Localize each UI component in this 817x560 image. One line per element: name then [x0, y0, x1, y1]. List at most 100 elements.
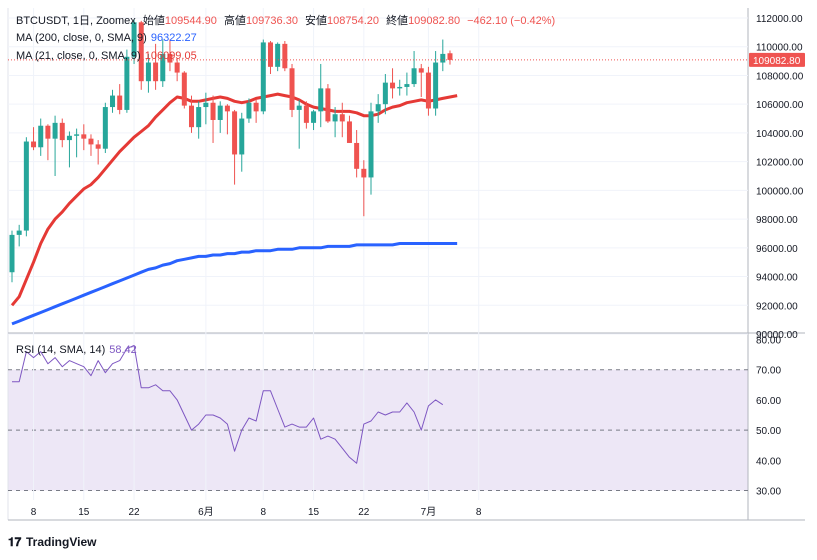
price-tick-label: 92000.00 — [756, 301, 798, 312]
candle-body-up — [102, 107, 108, 149]
time-tick-label: 7月 — [421, 506, 437, 518]
candle-body-up — [332, 114, 338, 122]
close-value: 109082.80 — [408, 15, 461, 27]
ma200-line — [11, 242, 458, 326]
candle-body-down — [267, 42, 273, 67]
ma21-label: MA (21, close, 0, SMA, 9) — [16, 50, 141, 62]
candle-body-up — [275, 43, 281, 67]
low-label: 安値 — [305, 15, 327, 27]
price-tick-label: 112000.00 — [756, 14, 803, 25]
candle-body-up — [382, 82, 388, 105]
candle-body-down — [45, 125, 51, 139]
candle-body-down — [346, 121, 352, 143]
candle-body-up — [404, 84, 410, 87]
rsi-tick-label: 40.00 — [756, 456, 781, 467]
candle-body-down — [232, 111, 238, 155]
candle-body-up — [131, 22, 137, 57]
symbol-label[interactable]: BTCUSDT, 1日, Zoomex — [16, 15, 136, 27]
candle-body-up — [66, 135, 72, 141]
candle-body-down — [153, 62, 159, 82]
candle-body-up — [124, 56, 130, 110]
candle-body-up — [23, 141, 29, 231]
candle-body-up — [239, 118, 245, 155]
open-label: 始値 — [142, 15, 165, 27]
ma21-line — [10, 92, 458, 307]
candle-body-up — [16, 230, 22, 235]
tradingview-logo-text: TradingView — [26, 535, 97, 549]
high-value: 109736.30 — [245, 15, 298, 27]
rsi-tick-label: 60.00 — [756, 396, 781, 407]
time-tick-label: 15 — [308, 507, 320, 518]
candle-body-up — [318, 88, 324, 112]
candle-body-down — [81, 134, 87, 139]
candle-body-up — [246, 102, 252, 119]
candle-body-up — [9, 234, 15, 273]
candle-body-down — [181, 72, 187, 106]
price-tick-label: 94000.00 — [756, 273, 798, 284]
price-tick-label: 98000.00 — [756, 215, 798, 226]
candle-body-down — [210, 102, 216, 120]
price-tick-label: 102000.00 — [756, 158, 804, 169]
tradingview-logo[interactable]: 𝟏𝟕 TradingView — [8, 535, 96, 550]
candle-body-down — [31, 141, 37, 148]
candle-body-up — [260, 42, 266, 112]
candle-body-up — [311, 111, 317, 123]
candle-body-down — [282, 43, 288, 69]
rsi-tick-label: 70.00 — [756, 366, 781, 377]
time-tick-label: 8 — [476, 507, 482, 518]
candle-body-up — [296, 105, 302, 110]
candle-body-up — [160, 53, 166, 82]
ma21-value: 106099.05 — [144, 50, 197, 62]
time-tick-label: 8 — [31, 507, 37, 518]
ma21-legend[interactable]: MA (21, close, 0, SMA, 9) 106099.05 — [16, 50, 201, 62]
low-value: 108754.20 — [327, 15, 379, 27]
candle-body-down — [138, 22, 144, 82]
candle-body-down — [289, 68, 295, 110]
candle-body-up — [145, 62, 151, 82]
price-tick-label: 104000.00 — [756, 129, 804, 140]
time-tick-label: 15 — [78, 507, 90, 518]
time-tick-label: 22 — [128, 507, 140, 518]
candle-body-down — [418, 68, 424, 73]
candle-body-down — [325, 88, 331, 122]
rsi-label: RSI (14, SMA, 14) — [16, 344, 106, 356]
candle-body-up — [375, 104, 381, 112]
price-tick-label: 90000.00 — [756, 330, 798, 341]
high-label: 高値 — [223, 15, 246, 27]
change-value: −462.10 (−0.42%) — [467, 15, 556, 27]
ma200-value: 96322.27 — [150, 32, 197, 44]
candle-body-up — [52, 122, 58, 139]
ma200-legend[interactable]: MA (200, close, 0, SMA, 9) 96322.27 — [16, 32, 201, 44]
candle-body-down — [117, 95, 123, 110]
candle-body-down — [447, 53, 453, 60]
candle-body-down — [390, 82, 396, 89]
candle-body-up — [368, 111, 374, 178]
candle-body-up — [196, 107, 202, 128]
candle-body-down — [95, 144, 101, 149]
rsi-tick-label: 80.00 — [756, 336, 781, 347]
candle-body-up — [74, 134, 80, 136]
candle-body-up — [203, 102, 209, 108]
rsi-legend[interactable]: RSI (14, SMA, 14) 58.42 — [16, 344, 141, 356]
last-price-tag-text: 109082.80 — [753, 56, 801, 67]
candle-body-up — [411, 68, 417, 85]
candle-body-down — [339, 114, 345, 122]
candle-body-down — [303, 105, 309, 123]
candle-body-up — [110, 95, 116, 108]
candle-body-up — [397, 86, 403, 89]
time-tick-label: 8 — [261, 507, 267, 518]
price-tick-label: 96000.00 — [756, 244, 798, 255]
rsi-tick-label: 50.00 — [756, 426, 781, 437]
price-tick-label: 108000.00 — [756, 71, 804, 82]
ohlc-legend: BTCUSDT, 1日, Zoomex 始値109544.90 高値109736… — [16, 12, 559, 28]
candle-body-down — [167, 53, 173, 63]
price-tick-label: 100000.00 — [756, 186, 804, 197]
candle-body-down — [59, 122, 65, 141]
rsi-tick-label: 30.00 — [756, 487, 781, 498]
close-label: 終値 — [386, 15, 409, 27]
last-price-tag — [749, 52, 805, 67]
time-tick-label: 22 — [358, 507, 370, 518]
open-value: 109544.90 — [164, 15, 217, 27]
candle-body-up — [433, 62, 439, 109]
